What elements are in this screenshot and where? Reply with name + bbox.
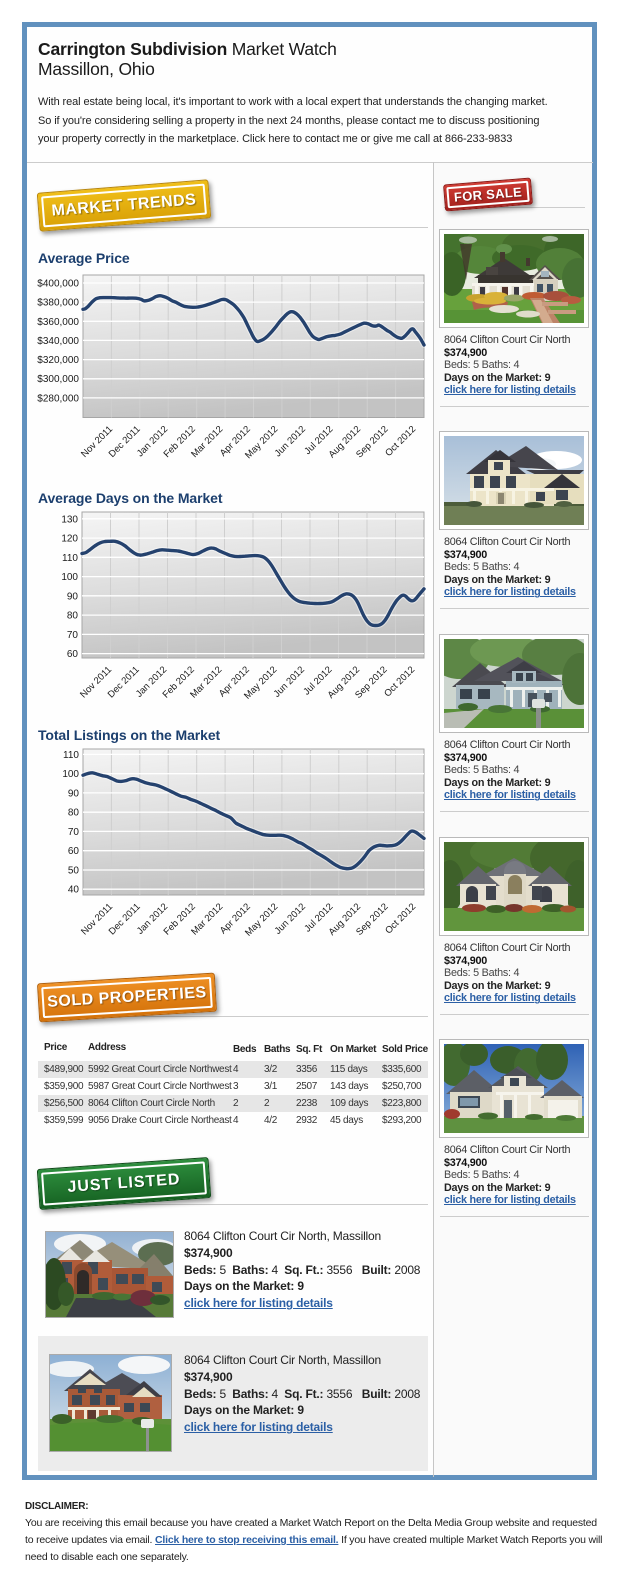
svg-text:Oct 2012: Oct 2012 [382,664,417,699]
svg-text:$300,000: $300,000 [37,374,79,385]
svg-text:120: 120 [61,534,78,545]
svg-text:100: 100 [61,572,78,583]
svg-text:80: 80 [68,808,80,819]
svg-text:$380,000: $380,000 [37,298,79,309]
svg-text:$400,000: $400,000 [37,279,79,290]
svg-text:90: 90 [67,591,79,602]
svg-text:Oct 2012: Oct 2012 [383,424,418,459]
svg-text:80: 80 [67,611,79,622]
svg-text:90: 90 [68,788,80,799]
svg-text:130: 130 [61,514,78,525]
svg-text:Oct 2012: Oct 2012 [383,901,418,936]
svg-text:$340,000: $340,000 [37,336,79,347]
svg-text:40: 40 [68,885,80,896]
svg-text:100: 100 [62,769,79,780]
svg-text:70: 70 [67,630,79,641]
svg-text:50: 50 [68,866,80,877]
svg-text:110: 110 [62,553,78,564]
svg-text:$320,000: $320,000 [37,355,79,366]
svg-text:60: 60 [68,846,80,857]
svg-text:$360,000: $360,000 [37,317,79,328]
svg-text:$280,000: $280,000 [37,393,79,404]
svg-text:60: 60 [67,649,79,660]
svg-text:70: 70 [68,827,80,838]
svg-text:110: 110 [63,750,79,761]
